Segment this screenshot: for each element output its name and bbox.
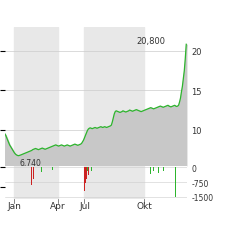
Bar (86, 168, 87, 179)
Bar (14, 166, 58, 199)
Bar (88, 168, 89, 176)
Bar (52, 168, 53, 171)
Text: 6,740: 6,740 (19, 158, 41, 167)
Bar (84, 168, 85, 177)
Bar (41, 168, 42, 173)
Bar (86, 168, 87, 173)
Bar (14, 28, 58, 166)
Bar (153, 168, 154, 172)
Bar (31, 168, 32, 185)
Bar (84, 28, 144, 166)
Text: Jul: Jul (79, 201, 90, 210)
Text: Apr: Apr (50, 201, 66, 210)
Bar (87, 168, 88, 172)
Bar (150, 168, 151, 174)
Text: 20,800: 20,800 (136, 37, 165, 46)
Bar (158, 168, 159, 173)
Text: Okt: Okt (136, 201, 152, 210)
Bar (91, 168, 92, 171)
Bar (33, 168, 34, 179)
Bar (84, 168, 85, 191)
Bar (31, 168, 32, 176)
Text: Jan: Jan (7, 201, 21, 210)
Bar (85, 168, 86, 183)
Bar (175, 168, 176, 197)
Bar (48, 168, 49, 172)
Bar (33, 168, 34, 173)
Bar (163, 168, 164, 171)
Bar (84, 166, 144, 199)
